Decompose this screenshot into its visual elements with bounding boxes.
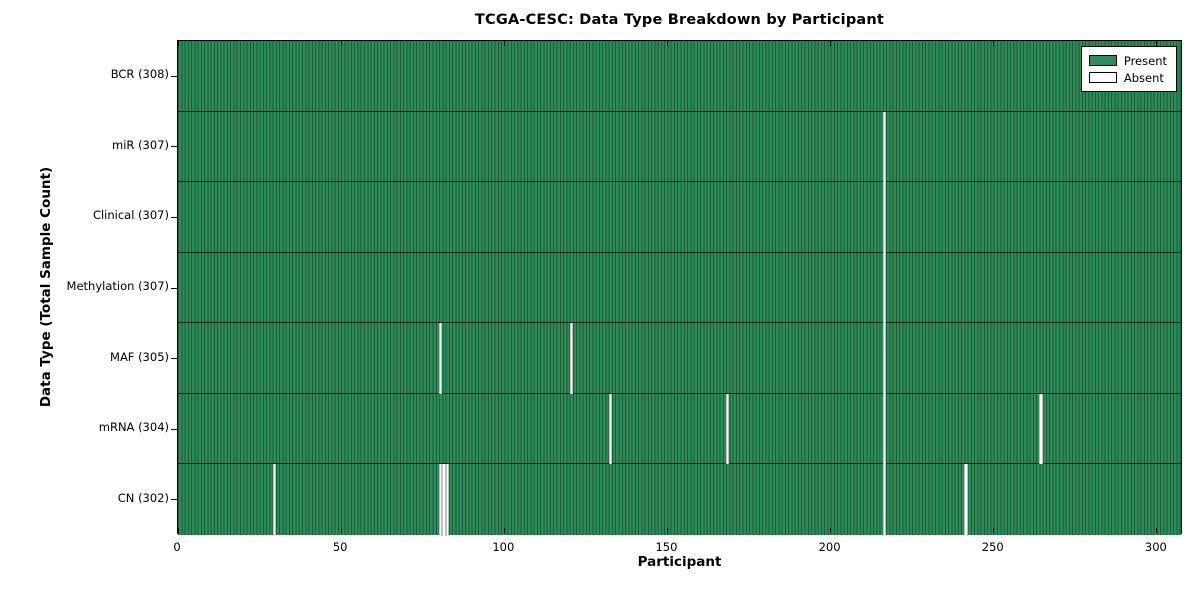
absent-gap	[882, 393, 887, 465]
absent-gap	[882, 182, 887, 253]
x-tick	[666, 41, 668, 46]
y-tick	[171, 428, 177, 430]
y-tick-label-CN: CN (302)	[117, 490, 169, 505]
absent-gap	[1039, 393, 1043, 465]
legend-absent-label: Absent	[1123, 70, 1164, 85]
heatmap-row-BCR	[178, 41, 1181, 112]
legend-present-label: Present	[1123, 53, 1167, 68]
x-tick	[340, 41, 342, 46]
x-tick-label-150: 150	[655, 540, 678, 554]
absent-gap	[882, 252, 887, 324]
absent-gap	[726, 393, 730, 465]
absent-gap	[439, 323, 443, 394]
y-tick	[171, 358, 177, 360]
y-tick-label-Methylation: Methylation (307)	[66, 279, 169, 293]
absent-gap	[569, 323, 573, 394]
x-tick-label-100: 100	[492, 540, 515, 554]
y-tick	[171, 146, 177, 148]
present-swatch	[1088, 55, 1117, 66]
absent-gap	[445, 464, 449, 536]
absent-gap	[608, 393, 612, 465]
heatmap-row-mRNA	[178, 393, 1181, 465]
x-tick-label-50: 50	[332, 540, 348, 554]
legend-entry-absent: Absent	[1088, 69, 1167, 86]
absent-swatch	[1088, 72, 1117, 83]
absent-gap	[882, 111, 887, 183]
absent-gap	[882, 464, 887, 536]
chart-title: TCGA-CESC: Data Type Breakdown by Partic…	[474, 12, 885, 28]
x-tick	[993, 528, 995, 533]
y-tick	[171, 216, 177, 218]
y-tick-label-miR: miR (307)	[112, 137, 169, 152]
x-tick	[1156, 41, 1158, 46]
x-tick	[503, 41, 505, 46]
legend-entry-present: Present	[1088, 52, 1167, 69]
x-tick	[830, 528, 832, 533]
x-tick	[1156, 528, 1158, 533]
heatmap-row-Methylation	[178, 252, 1181, 324]
y-tick-label-Clinical: Clinical (307)	[92, 208, 169, 223]
x-tick	[503, 528, 505, 533]
x-tick	[666, 528, 668, 533]
y-tick-label-BCR: BCR (308)	[110, 67, 169, 82]
x-tick	[177, 41, 179, 46]
heatmap-row-Clinical	[178, 182, 1181, 253]
legend: Present Absent	[1080, 46, 1177, 92]
x-tick	[177, 528, 179, 533]
x-tick-label-0: 0	[173, 540, 181, 554]
x-tick	[993, 41, 995, 46]
x-tick-label-200: 200	[818, 540, 841, 554]
y-tick-label-mRNA: mRNA (304)	[98, 420, 169, 435]
absent-gap	[964, 464, 968, 536]
x-tick-label-300: 300	[1144, 540, 1167, 554]
heatmap-row-CN	[178, 464, 1181, 536]
y-tick	[171, 499, 177, 501]
plot-area: Present Absent	[171, 40, 1182, 536]
x-tick	[340, 528, 342, 533]
x-tick-label-250: 250	[981, 540, 1004, 554]
y-tick-label-MAF: MAF (305)	[110, 349, 169, 364]
absent-gap	[442, 464, 446, 536]
absent-gap	[882, 323, 887, 394]
y-tick	[171, 287, 177, 289]
absent-gap	[439, 464, 443, 536]
heatmap-rows	[178, 41, 1181, 536]
absent-gap	[272, 464, 276, 536]
x-axis-label: Participant	[637, 554, 722, 570]
heatmap-row-MAF	[178, 323, 1181, 394]
y-tick	[171, 75, 177, 77]
x-tick	[830, 41, 832, 46]
heatmap-row-miR	[178, 111, 1181, 183]
